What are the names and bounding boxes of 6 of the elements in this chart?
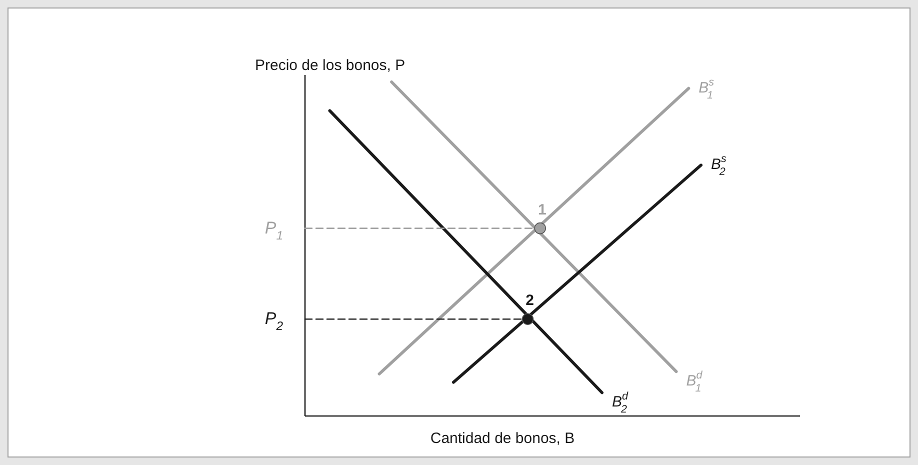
series-label: 2 — [526, 292, 534, 310]
series-label: 1 — [538, 201, 546, 218]
series-label: P$_{2}$ — [264, 309, 284, 334]
y-axis-title: Precio de los bonos, P — [255, 57, 406, 74]
series-label: P$_{1}$ — [264, 218, 283, 242]
x-axis-title: Cantidad de bonos, B — [430, 430, 575, 447]
